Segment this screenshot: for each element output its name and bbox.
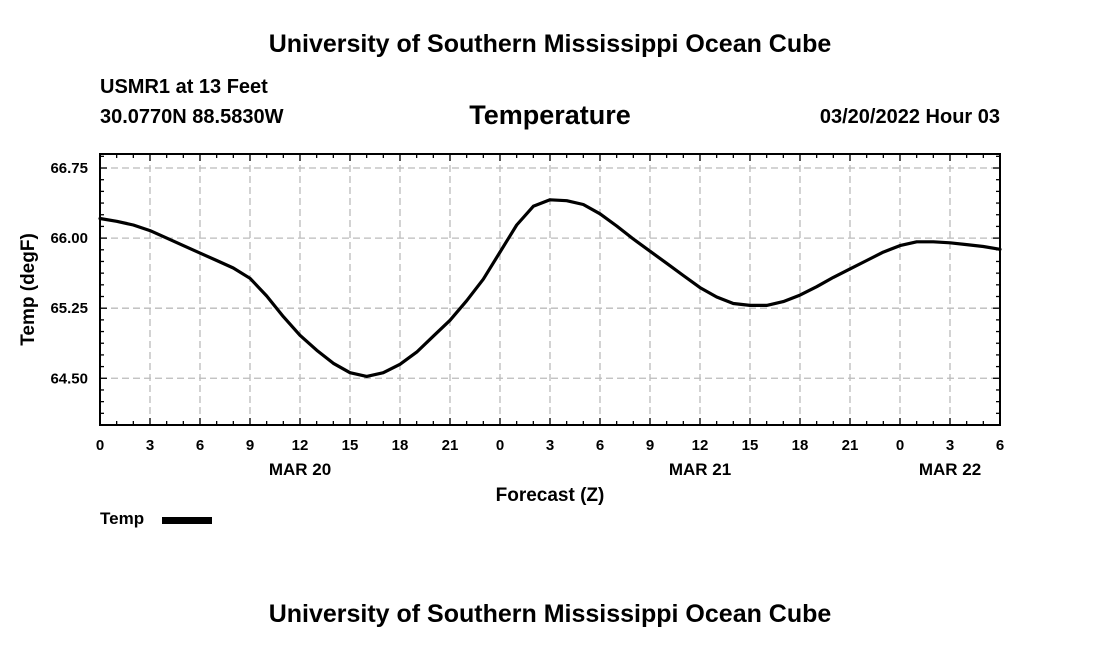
x-tick-label: 18 [792, 437, 809, 454]
datetime-label: 03/20/2022 Hour 03 [819, 106, 1000, 128]
chart-title: Temperature [469, 100, 631, 130]
x-tick-label: 12 [292, 437, 309, 454]
x-tick-label: 6 [596, 437, 604, 454]
x-tick-label: 3 [946, 437, 954, 454]
page-title: University of Southern Mississippi Ocean… [268, 30, 832, 58]
x-tick-label: 0 [96, 437, 104, 454]
date-label: MAR 22 [919, 460, 981, 479]
y-tick-label: 65.25 [50, 300, 88, 317]
date-label: MAR 21 [669, 460, 731, 479]
x-tick-label: 3 [146, 437, 154, 454]
date-label: MAR 20 [269, 460, 331, 479]
x-tick-label: 21 [442, 437, 459, 454]
x-tick-label: 6 [996, 437, 1004, 454]
x-tick-label: 0 [896, 437, 904, 454]
x-tick-label: 0 [496, 437, 504, 454]
x-tick-label: 15 [342, 437, 359, 454]
x-tick-label: 15 [742, 437, 759, 454]
y-tick-label: 64.50 [50, 370, 88, 387]
x-tick-label: 21 [842, 437, 859, 454]
y-axis-label: Temp (degF) [18, 233, 39, 346]
x-axis-label: Forecast (Z) [496, 485, 605, 506]
x-tick-label: 3 [546, 437, 554, 454]
legend-swatch [162, 517, 212, 524]
series-line-temp [98, 198, 1002, 378]
x-tick-label: 6 [196, 437, 204, 454]
legend-label: Temp [100, 509, 145, 528]
station-label: USMR1 at 13 Feet [100, 76, 268, 98]
x-tick-label: 9 [246, 437, 254, 454]
temperature-chart: 0 3 6 9 12 15 18 21 0 3 6 9 12 15 18 21 0 3 6 MAR 20 MAR 21 M… [18, 153, 1004, 506]
y-tick-label: 66.75 [50, 160, 88, 177]
x-tick-label: 18 [392, 437, 409, 454]
y-tick-label: 66.00 [50, 230, 88, 247]
footer-title: University of Southern Mississippi Ocean… [268, 600, 832, 628]
x-tick-label: 12 [692, 437, 709, 454]
coordinates-label: 30.0770N 88.5830W [100, 106, 284, 128]
x-tick-label: 9 [646, 437, 654, 454]
